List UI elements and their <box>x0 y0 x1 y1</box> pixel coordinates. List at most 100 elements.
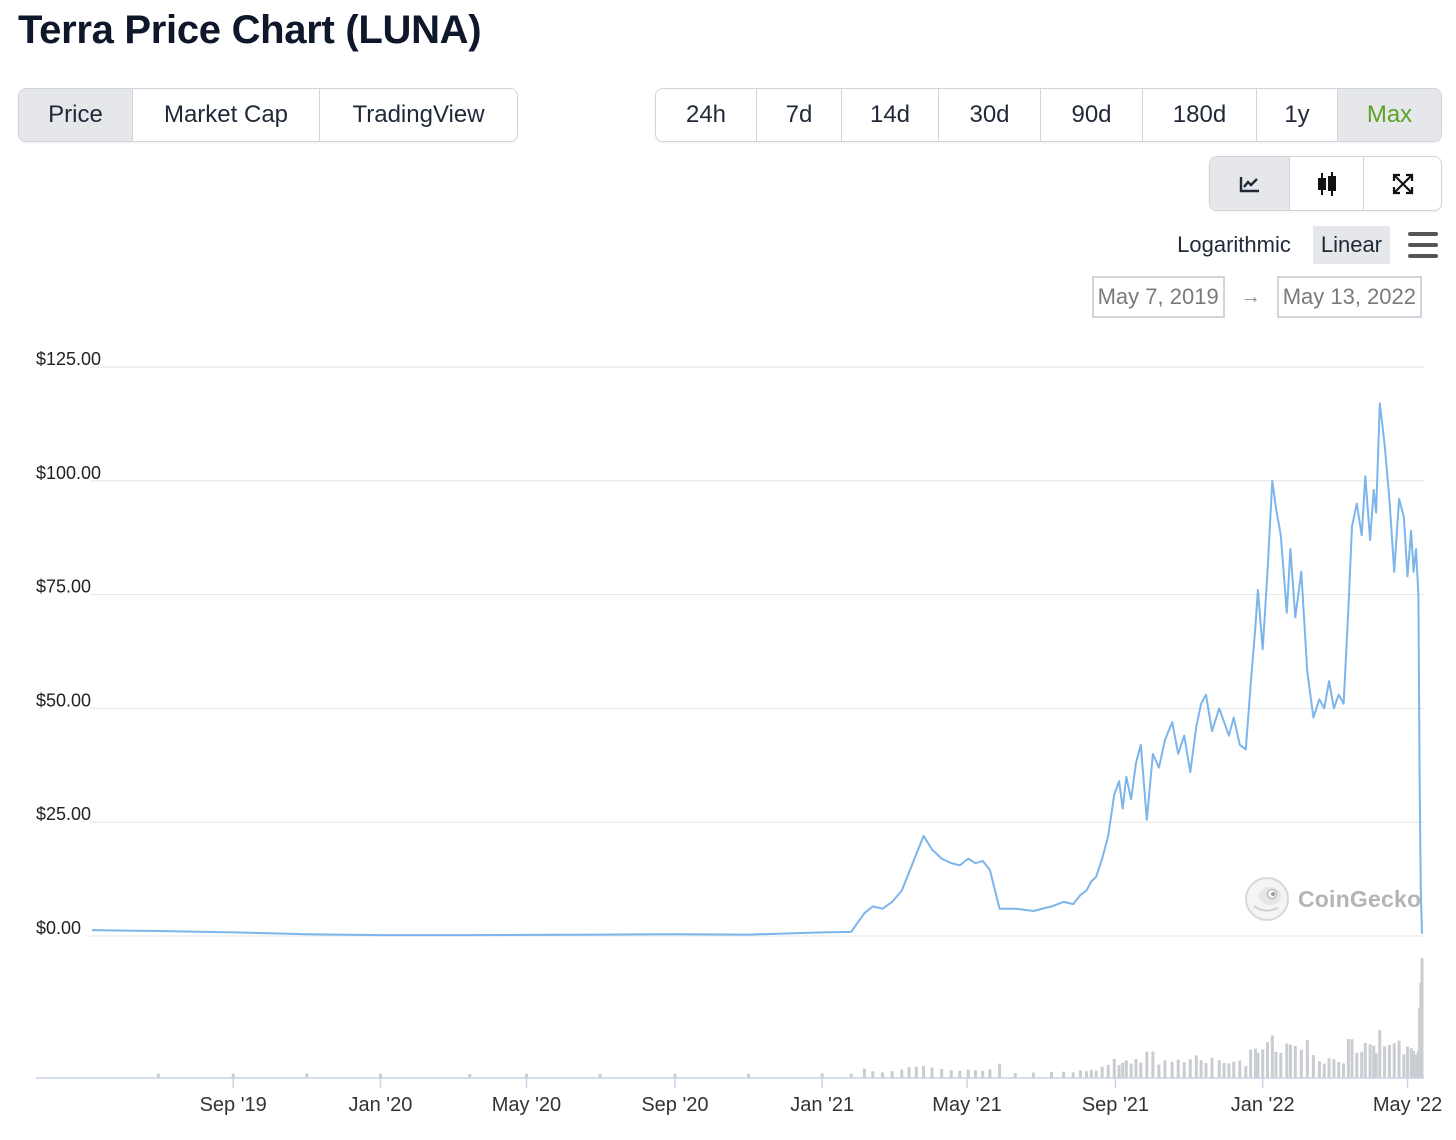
volume-bar <box>1139 1062 1143 1078</box>
range-14d[interactable]: 14d <box>842 89 939 141</box>
scale-linear[interactable]: Linear <box>1312 226 1390 264</box>
hamburger-menu-icon[interactable] <box>1408 232 1438 258</box>
arrow-right-icon: → <box>1240 285 1261 308</box>
volume-bar <box>890 1071 894 1078</box>
date-from-input[interactable]: May 7, 2019 <box>1091 276 1225 318</box>
volume-bar <box>1227 1063 1231 1078</box>
volume-bar <box>1062 1071 1066 1078</box>
volume-bar <box>1378 1030 1382 1078</box>
volume-bar <box>1363 1043 1367 1078</box>
volume-bar <box>1157 1064 1161 1078</box>
volume-bar <box>981 1070 985 1078</box>
volume-bar <box>949 1070 953 1078</box>
volume-bar <box>1261 1049 1265 1078</box>
volume-bar <box>1406 1046 1410 1078</box>
volume-bar <box>1031 1072 1035 1078</box>
volume-bar <box>1094 1070 1098 1078</box>
y-tick-label: $50.00 <box>36 690 91 710</box>
volume-bar <box>1322 1063 1326 1078</box>
volume-bar <box>1106 1064 1110 1078</box>
candlestick-button[interactable] <box>1290 157 1364 210</box>
volume-bar <box>156 1073 160 1078</box>
range-max[interactable]: Max <box>1338 89 1441 141</box>
volume-bar <box>1151 1051 1155 1078</box>
volume-bar <box>1100 1066 1104 1078</box>
volume-bar <box>914 1066 918 1078</box>
volume-bar <box>1383 1046 1387 1078</box>
range-90d[interactable]: 90d <box>1041 89 1143 141</box>
volume-bar <box>1368 1044 1372 1078</box>
volume-bar <box>1121 1062 1125 1078</box>
x-tick-label: Sep '19 <box>200 1094 267 1116</box>
range-1y[interactable]: 1y <box>1257 89 1338 141</box>
scale-logarithmic[interactable]: Logarithmic <box>1177 232 1291 257</box>
x-tick-label: Sep '20 <box>641 1094 708 1116</box>
volume-bar <box>1253 1048 1257 1078</box>
range-7d[interactable]: 7d <box>757 89 842 141</box>
range-24h[interactable]: 24h <box>656 89 757 141</box>
volume-bar <box>1188 1059 1192 1078</box>
volume-bar <box>1270 1035 1274 1078</box>
volume-bar <box>820 1073 824 1078</box>
volume-bar <box>1210 1057 1214 1078</box>
volume-bar <box>1402 1054 1406 1078</box>
y-tick-label: $25.00 <box>36 804 91 824</box>
volume-bar <box>1182 1062 1186 1078</box>
tab-price[interactable]: Price <box>19 89 133 141</box>
volume-bar <box>747 1073 751 1078</box>
volume-bar <box>1355 1052 1359 1078</box>
tab-market-cap[interactable]: Market Cap <box>133 89 320 141</box>
volume-bar <box>378 1073 382 1078</box>
volume-bar <box>1397 1040 1401 1078</box>
volume-bar <box>598 1073 602 1078</box>
date-range: May 7, 2019 → May 13, 2022 <box>1091 276 1422 318</box>
line-chart-icon <box>1239 176 1259 192</box>
volume-bar <box>305 1073 309 1078</box>
volume-bar <box>1412 1050 1416 1078</box>
volume-bar <box>1078 1070 1082 1078</box>
coingecko-logo-icon <box>1245 877 1289 921</box>
x-tick-label: May '20 <box>492 1094 561 1116</box>
volume-bar <box>673 1073 677 1078</box>
volume-bar <box>1372 1045 1376 1078</box>
chart-view-tabs <box>1209 156 1442 211</box>
volume-bar <box>988 1069 992 1078</box>
volume-bar <box>231 1073 235 1078</box>
range-30d[interactable]: 30d <box>939 89 1041 141</box>
volume-bar <box>1409 1048 1413 1078</box>
volume-bar <box>1274 1051 1278 1078</box>
volume-bar <box>1420 958 1424 1078</box>
volume-bar <box>1266 1042 1270 1078</box>
line-chart-button[interactable] <box>1210 157 1290 210</box>
fullscreen-button[interactable] <box>1364 157 1441 210</box>
volume-bar <box>922 1065 926 1078</box>
x-tick-label: Jan '20 <box>349 1094 413 1116</box>
volume-bar <box>1350 1039 1354 1078</box>
volume-bar <box>1145 1051 1149 1078</box>
volume-bar <box>1279 1052 1283 1078</box>
date-to-input[interactable]: May 13, 2022 <box>1276 276 1422 318</box>
volume-bar <box>849 1073 853 1078</box>
volume-bar <box>958 1070 962 1078</box>
chart-type-tabs: Price Market Cap TradingView <box>18 88 518 142</box>
volume-bar <box>1414 1054 1418 1078</box>
time-range-tabs: 24h 7d 14d 30d 90d 180d 1y Max <box>655 88 1442 142</box>
volume-bar <box>1256 1052 1260 1078</box>
volume-bar <box>881 1072 885 1078</box>
volume-bar <box>1392 1043 1396 1078</box>
volume-bar <box>1013 1073 1017 1078</box>
volume-bar <box>1374 1053 1378 1078</box>
candlestick-icon <box>1317 171 1336 196</box>
tab-tradingview[interactable]: TradingView <box>352 101 485 128</box>
volume-bar <box>1360 1051 1364 1078</box>
volume-bar <box>1387 1044 1391 1078</box>
volume-bar <box>1327 1058 1331 1078</box>
volume-bar <box>1176 1059 1180 1078</box>
range-180d[interactable]: 180d <box>1143 89 1257 141</box>
volume-bar <box>1217 1060 1221 1078</box>
volume-bar <box>1222 1062 1226 1078</box>
volume-bar <box>1337 1061 1341 1078</box>
y-tick-label: $100.00 <box>36 463 101 483</box>
volume-bar <box>1117 1065 1121 1078</box>
